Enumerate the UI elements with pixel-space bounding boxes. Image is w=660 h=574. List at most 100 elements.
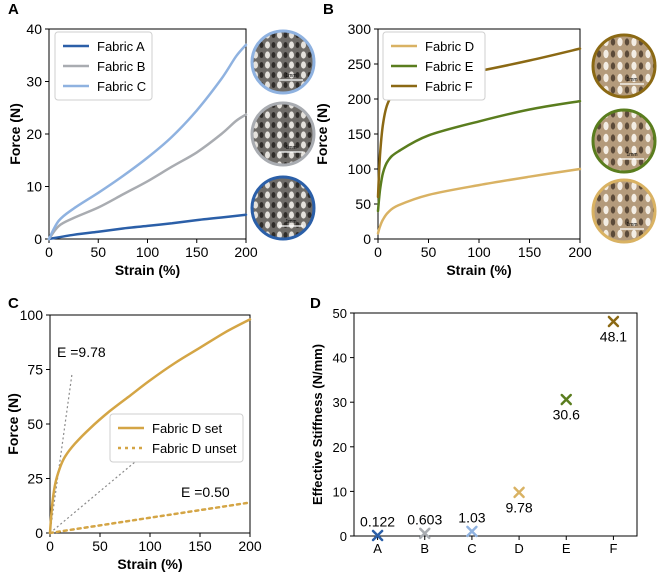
y-axis-label: Force (N) xyxy=(5,393,21,454)
data-point-marker xyxy=(607,315,620,328)
y-tick-label: 150 xyxy=(348,126,372,142)
x-tick-label: 100 xyxy=(467,244,491,260)
series-line xyxy=(376,99,582,213)
x-tick-label: 150 xyxy=(185,244,209,260)
y-tick-label: 0 xyxy=(340,529,347,544)
y-tick-label: 50 xyxy=(355,196,371,212)
series-line xyxy=(47,113,248,241)
series-line xyxy=(48,318,252,535)
y-tick-label: 10 xyxy=(26,179,42,195)
scale-bar-label: 1mm xyxy=(626,152,637,158)
panel-a: 0 50 100 150 200 0 10 20 30 40 Strain (%) Force (N)… xyxy=(7,1,316,278)
x-tick-label: 50 xyxy=(92,538,108,554)
legend-box xyxy=(382,31,486,101)
x-axis-label: Strain (%) xyxy=(117,556,182,572)
legend-label: Fabric B xyxy=(97,59,145,74)
legend-box xyxy=(54,31,153,101)
x-tick-label: 0 xyxy=(45,244,53,260)
legend-label: Fabric A xyxy=(97,39,145,54)
y-tick-label: 75 xyxy=(27,362,43,378)
x-tick-label: F xyxy=(609,541,617,556)
y-tick-label: 100 xyxy=(20,307,44,323)
legend-label: Fabric D unset xyxy=(152,441,237,456)
x-axis-label: Strain (%) xyxy=(446,262,511,278)
y-tick-label: 40 xyxy=(333,351,347,366)
y-tick-label: 50 xyxy=(27,416,43,432)
x-tick-label: 200 xyxy=(238,538,262,554)
data-point-marker xyxy=(560,393,572,406)
y-tick-label: 25 xyxy=(27,471,43,487)
y-tick-label: 0 xyxy=(363,231,371,247)
plot-frame xyxy=(353,312,638,537)
y-tick-label: 0 xyxy=(35,525,43,541)
fabric-micrograph xyxy=(591,33,657,99)
annotation-e-set: E =9.78 xyxy=(57,344,106,360)
panel-label-b: B xyxy=(323,1,334,18)
y-tick-label: 250 xyxy=(348,56,372,72)
x-tick-label: 150 xyxy=(518,244,542,260)
panel-label-d: D xyxy=(310,295,321,312)
x-tick-label: 0 xyxy=(46,538,54,554)
panel-d: 0 10 20 30 40 50 A B C D E F Effective Stiffness (N/… xyxy=(310,295,638,556)
data-value-label: 1.03 xyxy=(458,509,485,525)
fabric-micrograph xyxy=(591,178,657,244)
fabric-micrograph xyxy=(250,29,316,95)
series-line xyxy=(47,213,248,241)
x-tick-label: D xyxy=(514,541,523,556)
data-point-marker xyxy=(466,525,478,538)
data-value-label: 30.6 xyxy=(553,407,580,423)
fabric-micrograph xyxy=(250,101,316,167)
fabric-micrograph xyxy=(250,175,316,241)
panel-b: 0 50 100 150 200 0 50 100 150 200 250 300 Strain (%)… xyxy=(314,1,657,278)
x-tick-label: 50 xyxy=(90,244,106,260)
y-tick-label: 30 xyxy=(26,74,42,90)
y-axis-label: Force (N) xyxy=(7,103,23,164)
annotation-e-unset: E =0.50 xyxy=(181,484,230,500)
x-axis-label: Strain (%) xyxy=(115,262,180,278)
scale-bar-label: 1mm xyxy=(285,145,296,151)
y-tick-label: 20 xyxy=(26,126,42,142)
y-tick-label: 200 xyxy=(348,91,372,107)
y-tick-label: 300 xyxy=(348,21,372,37)
legend-label: Fabric F xyxy=(425,79,473,94)
scale-bar-label: 1mm xyxy=(626,222,637,228)
x-tick-label: B xyxy=(420,541,429,556)
scale-bar-label: 1mm xyxy=(285,73,296,79)
x-tick-label: A xyxy=(373,541,382,556)
legend-label: Fabric D set xyxy=(152,421,222,436)
slope-line xyxy=(49,373,73,534)
series-line xyxy=(47,43,248,241)
y-tick-label: 10 xyxy=(333,484,347,499)
data-point-marker xyxy=(419,527,431,540)
slope-line xyxy=(49,432,171,534)
y-axis-label: Force (N) xyxy=(314,103,330,164)
x-tick-label: 100 xyxy=(138,538,162,554)
panel-c: 0 50 100 150 200 0 25 50 75 100 Strain (%) Force (N… xyxy=(5,295,262,572)
y-tick-label: 50 xyxy=(333,306,347,321)
x-tick-label: C xyxy=(467,541,476,556)
data-value-label: 0.122 xyxy=(360,513,395,529)
data-point-marker xyxy=(371,529,384,542)
y-tick-label: 30 xyxy=(333,395,347,410)
x-tick-label: E xyxy=(562,541,571,556)
series-line xyxy=(48,501,252,535)
fabric-micrograph xyxy=(591,108,657,174)
legend-box xyxy=(109,413,244,463)
x-tick-label: 150 xyxy=(188,538,212,554)
panel-label-c: C xyxy=(8,295,19,312)
x-tick-label: 100 xyxy=(136,244,160,260)
x-tick-label: 200 xyxy=(568,244,592,260)
x-tick-label: 50 xyxy=(421,244,437,260)
y-tick-label: 40 xyxy=(26,21,42,37)
scale-bar-label: 1mm xyxy=(285,219,296,225)
legend-label: Fabric C xyxy=(97,79,146,94)
data-value-label: 0.603 xyxy=(407,511,442,527)
scale-bar-label: 1mm xyxy=(626,77,637,83)
x-tick-label: 200 xyxy=(234,244,258,260)
y-tick-label: 100 xyxy=(348,161,372,177)
y-axis-label: Effective Stiffness (N/mm) xyxy=(310,344,325,505)
data-value-label: 48.1 xyxy=(600,328,627,344)
data-point-marker xyxy=(513,486,525,499)
legend-label: Fabric E xyxy=(425,59,474,74)
